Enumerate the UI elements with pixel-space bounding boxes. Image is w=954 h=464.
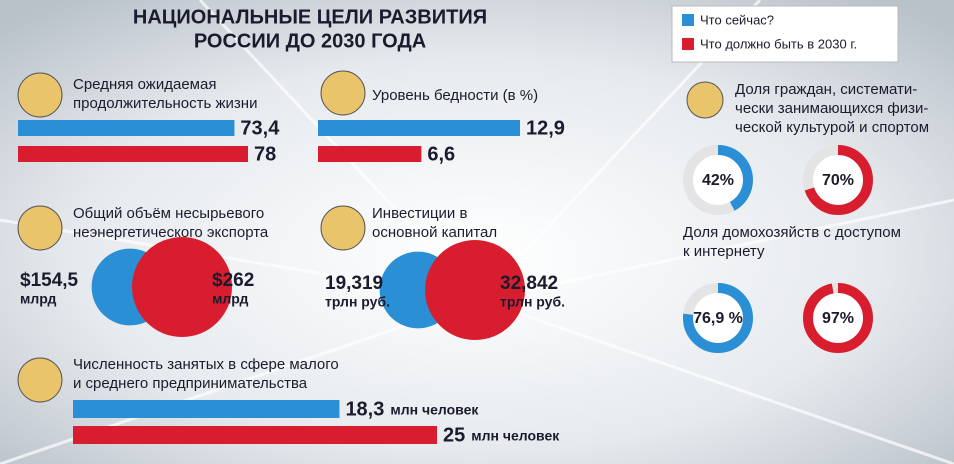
value-label: 18,3 [345,398,384,420]
chart-title: чески занимающихся физи- [735,100,928,117]
bar [18,120,235,136]
value-label: 6,6 [427,143,455,165]
unit-label: млн человек [390,402,479,418]
legend-label: Что должно быть в 2030 г. [700,36,857,51]
chart-title: Численность занятых в сфере малого [73,356,339,373]
chart-title: Средняя ожидаемая [73,76,216,93]
value-label: 25 [443,424,465,446]
legend-swatch [682,14,694,26]
value-label: $262 [212,270,254,291]
legend-swatch [682,38,694,50]
value-label: 78 [254,143,276,165]
bar [73,426,437,444]
chart-title: Уровень бедности (в %) [372,87,538,104]
value-label: 73,4 [240,117,280,139]
bar [73,400,340,418]
bar [318,146,422,162]
value-label: 19,319 [325,273,383,294]
chart-title: основной капитал [372,224,497,241]
value-label: 76,9 % [693,310,743,327]
unit-label: млн человек [471,428,560,444]
unit-label: трлн руб. [325,294,390,310]
chart-title: к интернету [683,243,765,260]
chart-title: ческой культурой и спортом [735,119,929,136]
donut-arc [803,145,873,215]
unit-label: млрд [20,291,56,307]
donut-arc [683,145,753,215]
bubble [132,237,232,337]
chart-title: неэнергетического экспорта [73,224,269,241]
page-title: НАЦИОНАЛЬНЫЕ ЦЕЛИ РАЗВИТИЯ [133,6,487,28]
value-label: 97% [822,310,854,327]
legend-label: Что сейчас? [700,12,774,27]
donut-arc [683,283,753,353]
chart-title: Общий объём несырьевого [73,205,264,222]
donut-arc [803,283,873,353]
value-label: 32,842 [500,273,558,294]
chart-title: Инвестиции в [372,205,467,222]
bar [318,120,520,136]
page-title: РОССИИ ДО 2030 ГОДА [194,30,426,52]
chart-title: Доля домохозяйств с доступом [683,224,901,241]
value-label: 12,9 [526,117,565,139]
value-label: $154,5 [20,270,79,291]
value-label: 42% [702,172,734,189]
bar [18,146,248,162]
chart-title: продолжительность жизни [73,95,257,112]
unit-label: млрд [212,291,248,307]
bubble [425,240,525,340]
legend-box [671,5,899,63]
value-label: 70% [822,172,854,189]
unit-label: трлн руб. [500,294,565,310]
chart-title: Доля граждан, системати- [735,81,917,98]
chart-title: и среднего предпринимательства [73,375,308,392]
icons [17,70,724,403]
